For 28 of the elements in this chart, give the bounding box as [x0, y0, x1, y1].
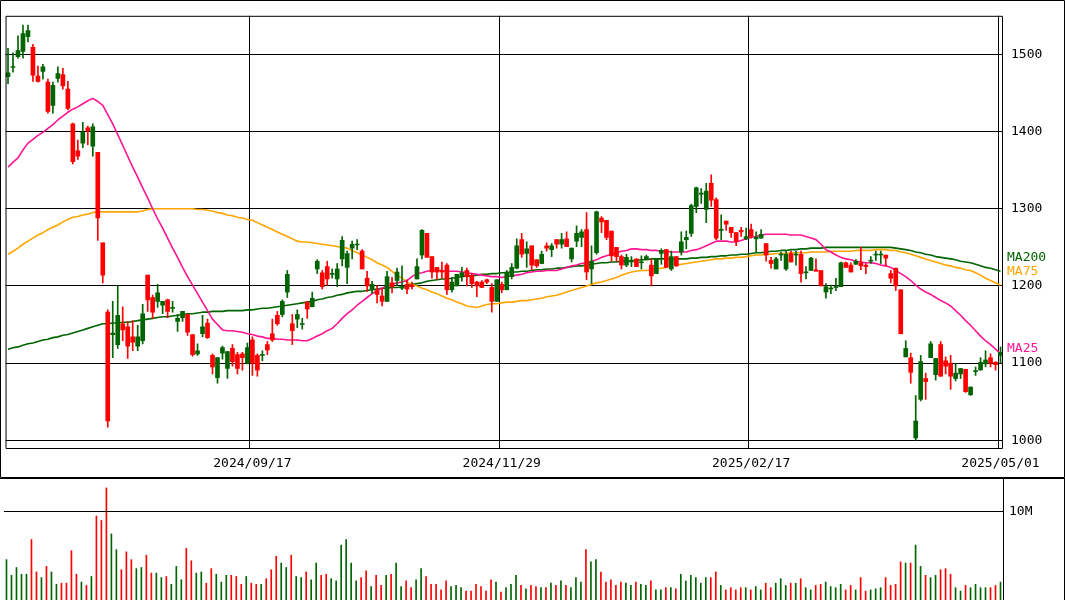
x-tick-label: 2024/09/17 — [213, 455, 292, 471]
candlestick — [289, 314, 295, 345]
y-tick-label: 1200 — [1011, 277, 1043, 293]
candlestick — [683, 230, 689, 250]
y-tick-label: 1300 — [1011, 200, 1043, 216]
y-tick-label: 1100 — [1011, 354, 1043, 370]
candlestick — [803, 266, 809, 280]
y-tick-label: 1400 — [1011, 122, 1043, 138]
x-tick-label: 2024/11/29 — [462, 455, 541, 471]
candlestick — [299, 318, 305, 330]
ref-line-label: 10M — [1009, 502, 1033, 518]
candlestick — [718, 214, 724, 240]
series-label: MA25 — [1007, 340, 1039, 356]
x-tick-label: 2025/02/17 — [711, 455, 791, 471]
candlestick — [868, 256, 874, 264]
candlestick — [524, 241, 530, 268]
candlestick — [85, 125, 91, 146]
x-tick-label: 2025/05/01 — [961, 455, 1040, 471]
y-tick-label: 1000 — [1011, 431, 1043, 447]
series-label: MA200 — [1007, 249, 1047, 265]
candlestick — [459, 267, 465, 282]
candlestick — [923, 372, 929, 400]
candlestick — [120, 306, 126, 342]
series-label: MA75 — [1007, 263, 1039, 279]
candlestick — [858, 247, 864, 271]
y-tick-label: 1500 — [1011, 45, 1043, 61]
candlestick — [10, 52, 16, 73]
candlestick — [399, 265, 405, 291]
